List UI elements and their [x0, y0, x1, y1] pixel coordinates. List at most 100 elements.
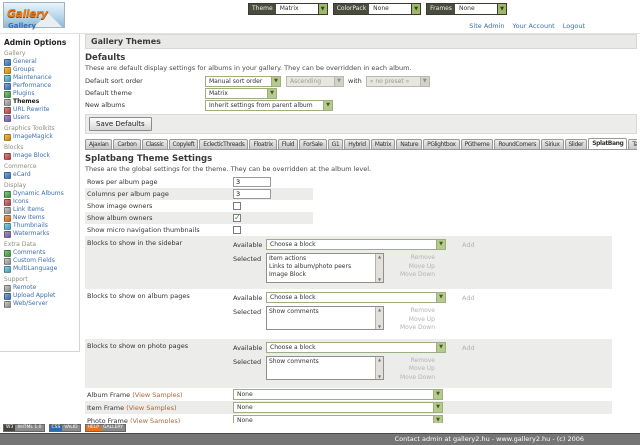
- sidebar-add-link[interactable]: Add: [462, 241, 475, 249]
- sidebar-item-dynamic-albums[interactable]: Dynamic Albums: [4, 190, 76, 198]
- list-item[interactable]: Show comments: [269, 308, 319, 315]
- tab-siriux[interactable]: Siriux: [540, 139, 564, 149]
- chevron-down-icon[interactable]: ▼: [317, 4, 327, 14]
- tab-hybrid[interactable]: Hybrid: [344, 139, 370, 149]
- sidebar-item-watermarks[interactable]: Watermarks: [4, 230, 76, 238]
- css-badge[interactable]: CSS VALID: [48, 424, 81, 432]
- scrollbar[interactable]: ▲ ▼: [375, 307, 383, 329]
- scroll-up-icon[interactable]: ▲: [377, 307, 382, 312]
- save-defaults-button[interactable]: Save Defaults: [89, 117, 152, 131]
- scrollbar[interactable]: ▲ ▼: [375, 254, 383, 282]
- breadcrumb[interactable]: Gallery: [8, 22, 37, 30]
- photo-move-up-link[interactable]: Move Up: [408, 365, 435, 372]
- new-albums-select[interactable]: Inherit settings from parent album ▼: [205, 99, 333, 111]
- photo-choose-block-select[interactable]: Choose a block ▼: [266, 341, 446, 353]
- tab-copyleft[interactable]: Copyleft: [168, 139, 199, 149]
- tab-nature[interactable]: Nature: [396, 139, 423, 149]
- album-move-down-link[interactable]: Move Down: [400, 324, 435, 331]
- list-item[interactable]: Show comments: [269, 357, 319, 365]
- item-frame-view-samples-link[interactable]: (View Samples): [126, 403, 177, 412]
- tab-pgtheme[interactable]: PGtheme: [460, 139, 494, 149]
- sidebar-item-icons[interactable]: Icons: [4, 198, 76, 206]
- tab-floatrix[interactable]: Floatrix: [249, 139, 277, 149]
- sidebar-item-link-items[interactable]: Link Items: [4, 206, 76, 214]
- tab-fluid[interactable]: Fluid: [277, 139, 299, 149]
- scroll-down-icon[interactable]: ▼: [377, 324, 382, 329]
- album-add-link[interactable]: Add: [462, 294, 475, 302]
- photo-move-down-link[interactable]: Move Down: [400, 373, 435, 381]
- site-admin-link[interactable]: Site Admin: [469, 22, 505, 30]
- chevron-down-icon[interactable]: ▼: [411, 4, 421, 14]
- tab-g1[interactable]: G1: [327, 139, 344, 149]
- cols-per-page-input[interactable]: [233, 189, 271, 199]
- list-item[interactable]: Image Block: [269, 271, 306, 278]
- tab-forsale[interactable]: ForSale: [299, 139, 327, 149]
- frames-selector[interactable]: Frames None ▼: [426, 3, 507, 15]
- sidebar-remove-link[interactable]: Remove: [410, 254, 435, 261]
- logout-link[interactable]: Logout: [562, 22, 585, 30]
- theme-selector[interactable]: Theme Matrix ▼: [248, 3, 328, 15]
- rows-per-page-input[interactable]: [233, 177, 271, 187]
- sidebar-item-custom-fields[interactable]: Custom Fields: [4, 257, 76, 265]
- scrollbar[interactable]: ▲ ▼: [375, 356, 383, 379]
- photo-frame-view-samples-link[interactable]: (View Samples): [129, 416, 181, 424]
- tab-classic[interactable]: Classic: [141, 139, 168, 149]
- tab-pglightbox[interactable]: PGlightbox: [423, 139, 460, 149]
- album-selected-blocks-list[interactable]: Show comments ▲ ▼: [266, 306, 384, 330]
- help-badge[interactable]: HELP GALLERY: [84, 424, 127, 432]
- sidebar-item-comments[interactable]: Comments: [4, 249, 76, 257]
- sidebar-item-web-server[interactable]: Web/Server: [4, 300, 76, 308]
- sidebar-item-performance[interactable]: Performance: [4, 82, 76, 90]
- photo-selected-blocks-list[interactable]: Show comments ▲ ▼: [266, 355, 384, 380]
- tab-tan[interactable]: Tan: [628, 139, 637, 149]
- show-image-owners-checkbox[interactable]: [233, 202, 241, 210]
- sidebar-item-general[interactable]: General: [4, 58, 76, 66]
- chevron-down-icon[interactable]: ▼: [497, 4, 506, 14]
- photo-frame-select[interactable]: None ▼: [233, 415, 443, 423]
- show-album-owners-checkbox[interactable]: [233, 213, 241, 222]
- list-item[interactable]: Links to album/photo peers: [269, 263, 352, 270]
- sidebar-item-users[interactable]: Users: [4, 114, 76, 122]
- xhtml-badge[interactable]: W3 XHTML 1.0: [3, 424, 45, 432]
- sidebar-selected-blocks-list[interactable]: Item actions Links to album/photo peers …: [266, 253, 384, 283]
- scroll-down-icon[interactable]: ▼: [377, 277, 382, 282]
- sidebar-choose-block-select[interactable]: Choose a block ▼: [266, 239, 446, 250]
- scroll-down-icon[interactable]: ▼: [377, 373, 382, 379]
- sidebar-item-new-items[interactable]: New Items: [4, 214, 76, 222]
- sidebar-item-upload-applet[interactable]: Upload Applet: [4, 292, 76, 300]
- album-remove-link[interactable]: Remove: [410, 307, 435, 314]
- sidebar-item-url-rewrite[interactable]: URL Rewrite: [4, 106, 76, 114]
- your-account-link[interactable]: Your Account: [512, 22, 555, 30]
- photo-remove-link[interactable]: Remove: [410, 356, 435, 364]
- album-frame-select[interactable]: None ▼: [233, 389, 443, 400]
- album-move-up-link[interactable]: Move Up: [408, 315, 435, 323]
- tab-ajaxian[interactable]: Ajaxian: [85, 139, 113, 149]
- sort-order-select[interactable]: Manual sort order ▼: [205, 75, 281, 87]
- photo-add-link[interactable]: Add: [462, 343, 475, 352]
- sidebar-item-thumbnails[interactable]: Thumbnails: [4, 222, 76, 230]
- tab-eclecticthreads[interactable]: EclecticThreads: [199, 139, 249, 149]
- list-item[interactable]: Item actions: [269, 255, 307, 262]
- sidebar-item-multilanguage[interactable]: MultiLanguage: [4, 265, 76, 273]
- sidebar-item-plugins[interactable]: Plugins: [4, 90, 76, 98]
- sidebar-item-themes[interactable]: Themes: [4, 98, 76, 106]
- scroll-up-icon[interactable]: ▲: [377, 356, 382, 362]
- tab-carbon[interactable]: Carbon: [113, 139, 141, 149]
- show-micro-nav-checkbox[interactable]: [233, 226, 241, 234]
- tab-splatbang[interactable]: SplatBang: [588, 138, 628, 149]
- tab-matrix[interactable]: Matrix: [370, 139, 396, 149]
- album-choose-block-select[interactable]: Choose a block ▼: [266, 292, 446, 303]
- item-frame-select[interactable]: None ▼: [233, 402, 443, 413]
- scroll-up-icon[interactable]: ▲: [377, 254, 382, 259]
- sidebar-move-up-link[interactable]: Move Up: [408, 262, 435, 270]
- sidebar-item-ecard[interactable]: eCard: [4, 171, 76, 179]
- sidebar-item-remote[interactable]: Remote: [4, 284, 76, 292]
- default-theme-select[interactable]: Matrix ▼: [205, 87, 277, 99]
- sidebar-item-imagemagick[interactable]: ImageMagick: [4, 133, 76, 141]
- colorpack-selector[interactable]: ColorPack None ▼: [332, 3, 422, 15]
- album-frame-view-samples-link[interactable]: (View Samples): [132, 390, 183, 399]
- tab-roundcorners[interactable]: RoundCorners: [494, 139, 540, 149]
- gallery-logo[interactable]: Gallery: [3, 2, 65, 28]
- sidebar-item-image-block[interactable]: Image Block: [4, 152, 76, 160]
- sidebar-item-maintenance[interactable]: Maintenance: [4, 74, 76, 82]
